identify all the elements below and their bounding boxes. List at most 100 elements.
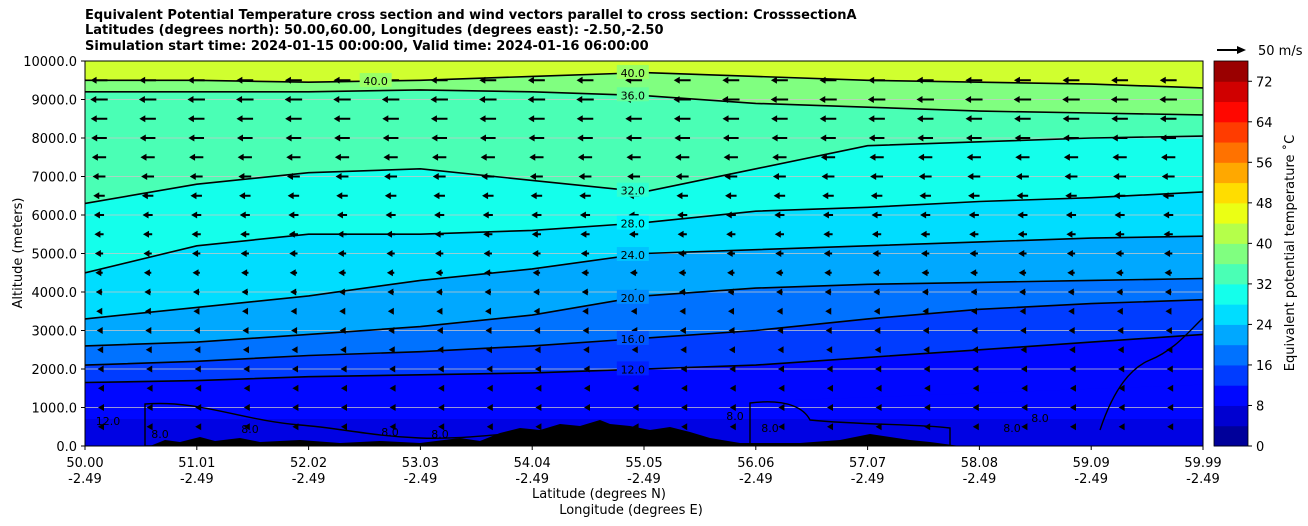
- x-tick-label-lon: -2.49: [963, 472, 997, 487]
- contour-label-bg: [616, 247, 649, 262]
- colorbar-tick-label: 48: [1256, 197, 1273, 212]
- wind-vector-head: [486, 404, 493, 411]
- wind-vector-head: [195, 404, 202, 411]
- contour-label: 40.0: [621, 67, 646, 80]
- wind-vector-head: [1014, 134, 1021, 142]
- colorbar: 0 8 16 24 32 40 48 56 64 72 Equivalent potential …: [1213, 60, 1298, 455]
- wind-vector-head: [770, 96, 777, 103]
- wind-vector-head: [195, 423, 202, 431]
- colorbar-band: [1214, 263, 1248, 285]
- wind-vector-head: [916, 96, 923, 103]
- wind-vector-head: [775, 250, 782, 257]
- wind-vector-head: [434, 230, 441, 238]
- wind-vector-head: [1065, 192, 1072, 200]
- wind-vector-head: [1118, 404, 1125, 411]
- wind-vector-head: [479, 76, 486, 84]
- wind-vector-head: [826, 365, 833, 373]
- wind-vector-head: [1014, 115, 1021, 123]
- wind-vector-head: [140, 153, 147, 161]
- wind-vector-head: [776, 307, 783, 315]
- x-axis-label-latitude: Latitude (degrees N): [532, 487, 666, 502]
- wind-vector-head: [95, 269, 102, 277]
- wind-vector-head: [968, 192, 975, 200]
- wind-vector-head: [386, 230, 392, 238]
- wind-vector-head: [918, 153, 925, 161]
- colorbar-band: [1214, 162, 1248, 184]
- wind-vector-head: [872, 230, 878, 238]
- colorbar-label: Equivalent potential temperature ˚C: [1282, 135, 1298, 371]
- wind-vector-head: [971, 327, 978, 334]
- contour-label: 20.0: [621, 292, 646, 305]
- wind-vector-head: [240, 250, 247, 257]
- wind-vector-head: [1113, 192, 1120, 200]
- wind-vector-head: [1118, 365, 1125, 373]
- contour-label: 32.0: [621, 185, 646, 198]
- wind-vector-head: [1118, 423, 1125, 431]
- wind-vector-head: [868, 134, 875, 142]
- contour-label-bg: [616, 361, 649, 376]
- wind-vector-head: [774, 230, 781, 238]
- wind-vector-head: [583, 365, 590, 373]
- contour-label-bg: [359, 73, 392, 88]
- x-tick-label-lat: 59.09: [1073, 456, 1110, 471]
- wind-vector-head: [1167, 384, 1174, 392]
- wind-vector-head: [1021, 404, 1028, 411]
- wind-vector-head: [576, 96, 583, 103]
- wind-vector-head: [728, 327, 735, 334]
- wind-vector-head: [239, 211, 246, 219]
- wind-vector-head: [972, 404, 979, 411]
- wind-vector-head: [873, 288, 880, 296]
- wind-vector-head: [673, 76, 680, 84]
- wind-vector-head: [480, 153, 487, 161]
- wind-vector-head: [771, 115, 778, 123]
- wind-vector-head: [577, 134, 584, 142]
- wind-vector-head: [384, 192, 391, 200]
- wind-vector-head: [778, 365, 785, 373]
- contour-label-low: 8.0: [726, 410, 744, 423]
- wind-vector-head: [675, 153, 682, 161]
- wind-vector-head: [729, 404, 736, 411]
- wind-vector-head: [432, 173, 439, 180]
- wind-vector-head: [1117, 346, 1124, 354]
- wind-vector-head: [681, 423, 688, 431]
- wind-vector-head: [969, 230, 976, 238]
- wind-vector-head: [338, 269, 345, 277]
- wind-vector-head: [921, 269, 928, 277]
- wind-vector-head: [1063, 153, 1070, 161]
- wind-vector-head: [632, 423, 639, 431]
- wind-vector-head: [284, 76, 291, 84]
- wind-vector-head: [1110, 96, 1117, 103]
- wind-vector-head: [819, 96, 826, 103]
- wind-vector-head: [1164, 269, 1171, 277]
- wind-vector-head: [236, 76, 243, 84]
- wind-vector-head: [584, 423, 590, 431]
- x-tick-label-lat: 58.08: [961, 456, 998, 471]
- wind-vector-head: [920, 230, 927, 238]
- x-tick-label-lon: -2.49: [292, 472, 326, 487]
- x-tick-label-lat: 59.99: [1184, 456, 1221, 471]
- wind-vector-head: [678, 250, 685, 257]
- x-axis-label-longitude: Longitude (degrees E): [559, 503, 703, 518]
- contour-label-low: 8.0: [431, 428, 449, 441]
- wind-vector-head: [288, 211, 295, 219]
- wind-vector-head: [529, 153, 536, 161]
- wind-vector-head: [1013, 96, 1020, 103]
- wind-vector-head: [631, 346, 638, 354]
- wind-vector-head: [529, 173, 536, 180]
- wind-vector-head: [1161, 153, 1168, 161]
- wind-vector-head: [96, 307, 103, 315]
- wind-vector-head: [187, 76, 194, 84]
- wind-vector-head: [386, 269, 393, 277]
- wind-vector-head: [96, 327, 103, 334]
- wind-vector-head: [435, 288, 442, 296]
- wind-vector-head: [1068, 327, 1075, 334]
- wind-vector-head: [971, 346, 978, 354]
- wind-vector-head: [1021, 423, 1028, 431]
- wind-vector-head: [822, 192, 829, 200]
- wind-vector-head: [388, 346, 395, 354]
- wind-vector-head: [826, 384, 833, 392]
- wind-vector-head: [1111, 115, 1118, 123]
- x-tick-label-lat: 51.01: [178, 456, 215, 471]
- wind-vector-head: [1015, 173, 1022, 180]
- wind-vector-head: [333, 96, 340, 103]
